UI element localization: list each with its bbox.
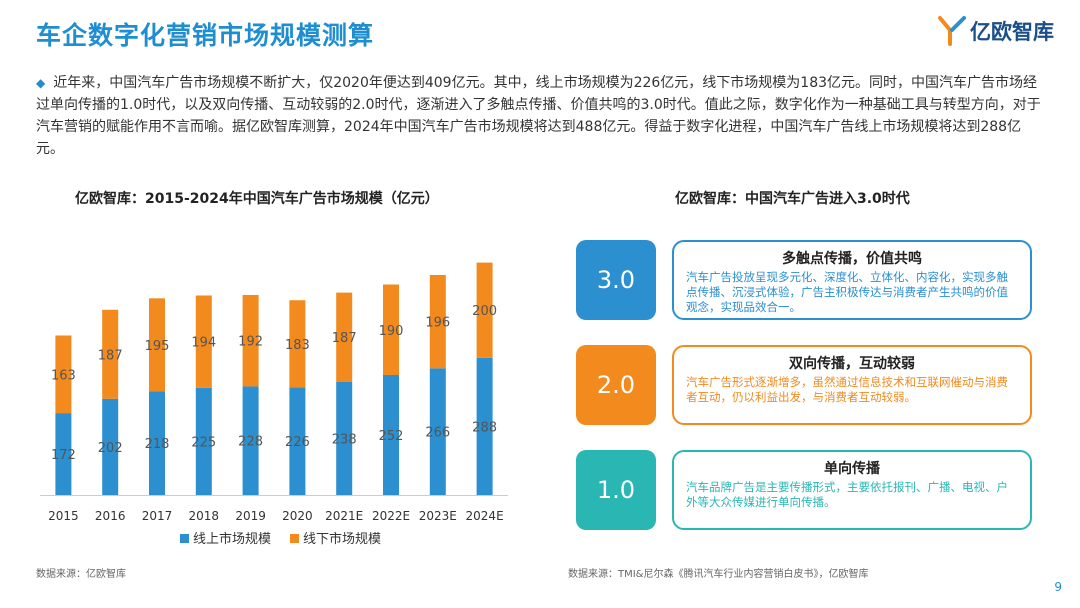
stage-3-desc: 汽车广告投放呈现多元化、深度化、立体化、内容化，实现多触点传播、沉浸式体验，广告… [686, 270, 1008, 314]
logo-text: 亿欧智库 [970, 20, 1054, 44]
tick-label-2020: 2020 [282, 509, 313, 523]
tick-label-2024E: 2024E [466, 509, 504, 523]
bar-online-2020 [289, 387, 306, 495]
tick-label-2022E: 2022E [372, 509, 410, 523]
bar-offline-2023E [429, 274, 446, 369]
bar-offline-2024E [476, 262, 493, 358]
stages-title: 亿欧智库：中国汽车广告进入3.0时代 [675, 191, 910, 207]
intro-paragraph: ◆ 近年来，中国汽车广告市场规模不断扩大，仅2020年便达到409亿元。其中，线上… [36, 72, 1046, 160]
logo-icon [938, 16, 966, 46]
bar-online-2023E [429, 368, 446, 495]
stage-1-title: 单向传播 [824, 461, 880, 477]
bar-offline-2021E [336, 292, 353, 382]
stage-2: 2.0 双向传播，互动较弱 汽车广告形式逐渐增多，虽然通过信息技术和互联网催动与… [576, 345, 1036, 427]
bar-offline-2016 [102, 309, 119, 399]
stage-3-badge: 3.0 [576, 240, 656, 320]
data-label-offline-2021E: 187 [332, 331, 357, 346]
bar-offline-2018 [195, 295, 212, 388]
data-label-offline-2015: 163 [51, 368, 76, 383]
bar-online-2022E [383, 374, 399, 495]
source-right: 数据来源：TMI&尼尔森《腾讯汽车行业内容营销白皮书》，亿欧智库 [568, 569, 869, 580]
logo: 亿欧智库 [938, 16, 1054, 46]
tick-label-2016: 2016 [95, 509, 126, 523]
bar-online-2018 [195, 387, 212, 495]
data-label-offline-2020: 183 [285, 338, 310, 353]
tick-label-2019: 2019 [235, 509, 266, 523]
data-label-offline-2017: 195 [145, 339, 170, 354]
stage-1-badge: 1.0 [576, 450, 656, 530]
market-size-chart: 172 163 2015 202 187 2016 218 195 2017 225 194 2018… [40, 262, 508, 547]
intro-text: 近年来，中国汽车广告市场规模不断扩大，仅2020年便达到409亿元。其中，线上市… [36, 75, 1041, 157]
legend-swatch-offline [290, 534, 299, 543]
tick-label-2015: 2015 [48, 509, 79, 523]
bar-online-2021E [336, 381, 353, 495]
stage-2-badge: 2.0 [576, 345, 656, 425]
tick-label-2017: 2017 [142, 509, 173, 523]
source-left: 数据来源：亿欧智库 [36, 569, 126, 580]
diamond-bullet-icon: ◆ [36, 76, 46, 90]
data-label-online-2022E: 252 [379, 429, 404, 444]
data-label-offline-2024E: 200 [472, 304, 497, 319]
stage-2-card: 双向传播，互动较弱 汽车广告形式逐渐增多，虽然通过信息技术和互联网催动与消费者互… [672, 345, 1032, 425]
bar-online-2016 [102, 398, 119, 495]
data-label-online-2019: 228 [238, 435, 263, 450]
data-label-online-2017: 218 [145, 437, 170, 452]
bar-online-2015 [55, 413, 72, 495]
bar-online-2017 [149, 391, 165, 495]
stage-1: 1.0 单向传播 汽车品牌广告是主要传播形式，主要依托报刊、广播、电视、户外等大… [576, 450, 1036, 532]
stage-3: 3.0 多触点传播，价值共鸣 汽车广告投放呈现多元化、深度化、立体化、内容化，实… [576, 240, 1036, 322]
tick-label-2021E: 2021E [325, 509, 363, 523]
stage-2-desc: 汽车广告形式逐渐增多，虽然通过信息技术和互联网催动与消费者互动，仍以利益出发，与… [686, 375, 1008, 404]
bar-online-2024E [476, 357, 493, 495]
data-label-online-2020: 226 [285, 435, 310, 450]
bar-offline-2020 [289, 300, 306, 388]
data-label-offline-2023E: 196 [425, 316, 450, 331]
bar-offline-2022E [383, 284, 399, 375]
data-label-online-2021E: 238 [332, 432, 357, 447]
legend-swatch-online [180, 534, 189, 543]
tick-label-2023E: 2023E [419, 509, 457, 523]
bar-offline-2017 [149, 298, 165, 392]
stage-3-card: 多触点传播，价值共鸣 汽车广告投放呈现多元化、深度化、立体化、内容化，实现多触点… [672, 240, 1032, 320]
chart-title: 亿欧智库：2015-2024年中国汽车广告市场规模（亿元） [75, 191, 439, 207]
page-title: 车企数字化营销市场规模测算 [36, 21, 375, 50]
data-label-online-2024E: 288 [472, 420, 497, 435]
data-label-offline-2022E: 190 [379, 324, 404, 339]
tick-label-2018: 2018 [189, 509, 220, 523]
data-label-online-2016: 202 [98, 441, 123, 456]
bar-offline-2015 [55, 335, 72, 414]
bar-offline-2019 [242, 294, 259, 387]
data-label-online-2015: 172 [51, 448, 76, 463]
page-number: 9 [1054, 580, 1062, 594]
stage-1-card: 单向传播 汽车品牌广告是主要传播形式，主要依托报刊、广播、电视、户外等大众传媒进… [672, 450, 1032, 530]
data-label-online-2023E: 266 [425, 426, 450, 441]
legend-label-online: 线上市场规模 [193, 531, 271, 547]
stage-1-desc: 汽车品牌广告是主要传播形式，主要依托报刊、广播、电视、户外等大众传媒进行单向传播… [686, 480, 1008, 509]
bar-online-2019 [242, 386, 259, 495]
stage-2-title: 双向传播，互动较弱 [789, 356, 915, 372]
stage-3-title: 多触点传播，价值共鸣 [782, 251, 922, 267]
data-label-offline-2019: 192 [238, 335, 263, 350]
data-label-offline-2018: 194 [191, 336, 216, 351]
data-label-online-2018: 225 [191, 435, 216, 450]
data-label-offline-2016: 187 [98, 348, 123, 363]
legend-label-offline: 线下市场规模 [303, 531, 381, 547]
